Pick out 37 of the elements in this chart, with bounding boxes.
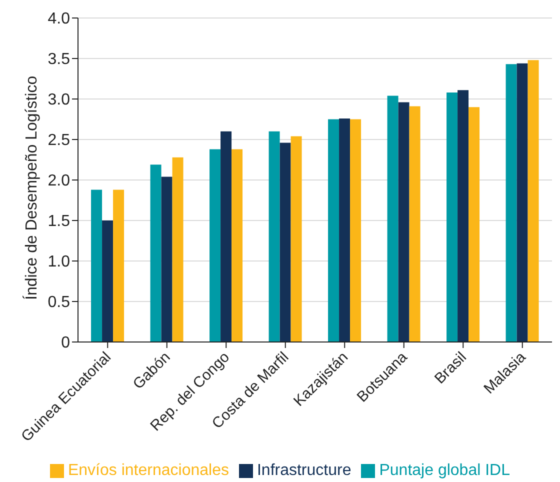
bar bbox=[506, 64, 517, 342]
bar bbox=[102, 220, 114, 342]
bar bbox=[220, 131, 232, 342]
bar bbox=[290, 136, 302, 342]
bar bbox=[528, 60, 539, 342]
bar bbox=[91, 190, 102, 342]
bar bbox=[458, 90, 469, 342]
y-tick-label: 4.0 bbox=[48, 10, 70, 28]
y-tick-label: 1.5 bbox=[48, 213, 70, 230]
y-tick-label: 2.5 bbox=[48, 132, 70, 150]
bar bbox=[280, 142, 291, 342]
bar bbox=[446, 92, 458, 342]
bar bbox=[268, 131, 280, 342]
legend-label: Puntaje global IDL bbox=[379, 462, 510, 479]
y-tick-label: 2.0 bbox=[48, 172, 70, 190]
y-tick-label: 0 bbox=[61, 334, 70, 352]
bar bbox=[150, 164, 162, 342]
y-tick-label: 1.0 bbox=[48, 254, 70, 271]
bar bbox=[113, 190, 124, 342]
bar bbox=[232, 149, 243, 342]
bar bbox=[387, 96, 398, 342]
bar bbox=[468, 107, 480, 342]
bar bbox=[350, 119, 362, 342]
bar bbox=[339, 118, 350, 342]
y-tick-label: 3.0 bbox=[48, 92, 70, 109]
legend-label: Envíos internacionales bbox=[68, 462, 229, 479]
y-tick-label: 0.5 bbox=[48, 294, 70, 312]
bar bbox=[516, 63, 528, 342]
legend-label: Infrastructure bbox=[256, 462, 352, 479]
bar bbox=[409, 106, 420, 342]
bar bbox=[328, 119, 340, 342]
bar bbox=[210, 149, 221, 342]
bar bbox=[398, 102, 410, 342]
y-tick-label: 3.5 bbox=[48, 51, 70, 68]
y-axis-title: Índice de Desempeño Logístico bbox=[22, 76, 41, 300]
bar bbox=[161, 176, 172, 342]
bar bbox=[172, 157, 184, 342]
